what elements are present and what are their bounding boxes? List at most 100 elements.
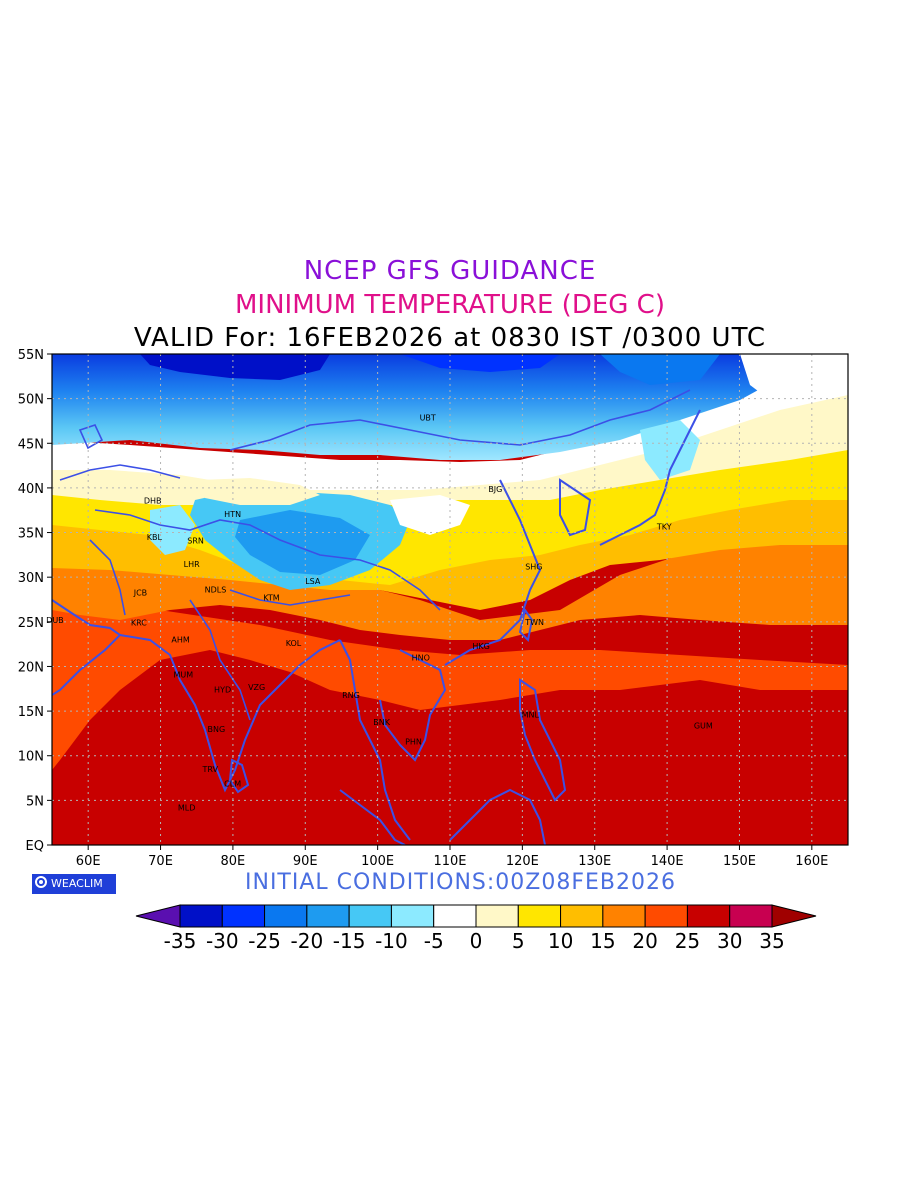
city-label: BNG bbox=[208, 725, 226, 734]
graticule bbox=[52, 354, 848, 845]
city-label: HTN bbox=[224, 510, 241, 519]
colorbar-arrow-low bbox=[135, 904, 181, 928]
city-label: KBL bbox=[147, 533, 163, 542]
initial-conditions-label: INITIAL CONDITIONS:00Z08FEB2026 bbox=[245, 870, 676, 895]
city-label: DHB bbox=[144, 496, 162, 505]
colorbar-label: 25 bbox=[675, 929, 700, 953]
colorbar-box bbox=[686, 904, 731, 928]
longitude-label: 160E bbox=[795, 854, 828, 869]
colorbar-arrow-high bbox=[771, 904, 817, 928]
colorbar-box bbox=[433, 904, 477, 928]
city-label: CLM bbox=[224, 779, 241, 788]
city-label: KOL bbox=[286, 639, 302, 648]
city-label: SHG bbox=[525, 562, 542, 571]
colorbar-label: 35 bbox=[759, 929, 784, 953]
city-label: TKY bbox=[656, 522, 672, 531]
city-label: VZG bbox=[248, 683, 265, 692]
colorbar-label: -35 bbox=[164, 929, 197, 953]
colorbar-box bbox=[602, 904, 646, 928]
city-label: KRC bbox=[131, 619, 147, 628]
colorbar-label: -20 bbox=[291, 929, 324, 953]
colorbar-label: 10 bbox=[548, 929, 573, 953]
longitude-label: 120E bbox=[506, 854, 539, 869]
longitude-label: 70E bbox=[148, 854, 173, 869]
colorbar-label: 5 bbox=[512, 929, 525, 953]
city-label: MUM bbox=[174, 670, 194, 679]
longitude-labels: 60E 70E 80E 90E 100E 110E 120E 130E 140E 150E 160E bbox=[76, 845, 828, 869]
city-label: HYD bbox=[214, 686, 231, 695]
colorbar-box bbox=[221, 904, 266, 928]
colorbar-label: -15 bbox=[333, 929, 366, 953]
city-label: BNK bbox=[373, 718, 390, 727]
longitude-label: 60E bbox=[76, 854, 101, 869]
latitude-label: 55N bbox=[18, 348, 44, 363]
colorbar-label: 0 bbox=[470, 929, 483, 953]
latitude-label: 25N bbox=[18, 616, 44, 631]
weaclim-logo: WEACLIM bbox=[32, 874, 116, 894]
longitude-label: 130E bbox=[578, 854, 611, 869]
city-label: TRV bbox=[201, 765, 218, 774]
temperature-field bbox=[52, 354, 848, 845]
longitude-label: 90E bbox=[293, 854, 318, 869]
colorbar-box bbox=[390, 904, 435, 928]
longitude-label: 110E bbox=[433, 854, 466, 869]
latitude-label: 5N bbox=[26, 794, 44, 809]
city-labels: UBT BJG DHB HTN KBL SRN LHR TKY SHG LSA JCB NDLS KTM… bbox=[46, 413, 713, 812]
city-label: NDLS bbox=[205, 586, 227, 595]
longitude-label: 140E bbox=[651, 854, 684, 869]
latitude-label: 40N bbox=[18, 482, 44, 497]
city-label: BJG bbox=[488, 485, 502, 494]
latitude-label: 15N bbox=[18, 705, 44, 720]
colorbar-box bbox=[348, 904, 392, 928]
city-label: JCB bbox=[133, 588, 147, 597]
colorbar-box bbox=[264, 904, 308, 928]
city-label: PHN bbox=[405, 737, 422, 746]
colorbar-box bbox=[560, 904, 604, 928]
city-label: UBT bbox=[420, 413, 436, 422]
valid-time-label: VALID For: 16FEB2026 at 0830 IST /0300 U… bbox=[133, 323, 767, 353]
city-label: RNG bbox=[342, 691, 360, 700]
colorbar: -35 -30 -25 -20 -15 -10 -5 0 5 10 15 20 25 30 35 bbox=[135, 904, 817, 953]
latitude-label: 45N bbox=[18, 437, 44, 452]
longitude-label: 100E bbox=[361, 854, 394, 869]
longitude-label: 80E bbox=[221, 854, 246, 869]
city-label: GUM bbox=[694, 721, 713, 730]
latitude-label: 35N bbox=[18, 527, 44, 542]
latitude-labels: 55N 50N 45N 40N 35N 30N 25N 20N 15N 10N 5N EQ bbox=[18, 348, 52, 854]
city-label: SRN bbox=[187, 537, 204, 546]
latitude-label: 20N bbox=[18, 660, 44, 675]
colorbar-label: 20 bbox=[632, 929, 657, 953]
map-subtitle: MINIMUM TEMPERATURE (DEG C) bbox=[235, 290, 665, 320]
map-title: NCEP GFS GUIDANCE bbox=[303, 256, 597, 286]
city-label: LHR bbox=[184, 560, 200, 569]
city-label: MNL bbox=[522, 711, 540, 720]
logo-text: WEACLIM bbox=[51, 877, 103, 890]
colorbar-box bbox=[306, 904, 350, 928]
city-label: LSA bbox=[305, 577, 321, 586]
coastlines bbox=[52, 389, 701, 845]
city-label: MLD bbox=[178, 804, 196, 813]
latitude-label: 10N bbox=[18, 750, 44, 765]
colorbar-box bbox=[729, 904, 773, 928]
colorbar-box bbox=[644, 904, 688, 928]
city-label: TWN bbox=[524, 618, 544, 627]
colorbar-label: -10 bbox=[375, 929, 408, 953]
city-label: KTM bbox=[263, 594, 280, 603]
colorbar-label: 15 bbox=[590, 929, 615, 953]
city-label: HNO bbox=[412, 654, 430, 663]
colorbar-label: -30 bbox=[206, 929, 239, 953]
colorbar-label: -5 bbox=[424, 929, 444, 953]
colorbar-label: 30 bbox=[717, 929, 742, 953]
colorbar-label: -25 bbox=[248, 929, 281, 953]
colorbar-box bbox=[517, 904, 562, 928]
latitude-label: 50N bbox=[18, 393, 44, 408]
colorbar-box bbox=[475, 904, 519, 928]
city-label: HKG bbox=[472, 642, 489, 651]
city-label: AHM bbox=[171, 636, 189, 645]
longitude-label: 150E bbox=[723, 854, 756, 869]
copyright-icon bbox=[35, 876, 47, 888]
colorbar-box bbox=[179, 904, 223, 928]
city-label: DUB bbox=[46, 616, 64, 625]
latitude-label: EQ bbox=[26, 839, 44, 854]
